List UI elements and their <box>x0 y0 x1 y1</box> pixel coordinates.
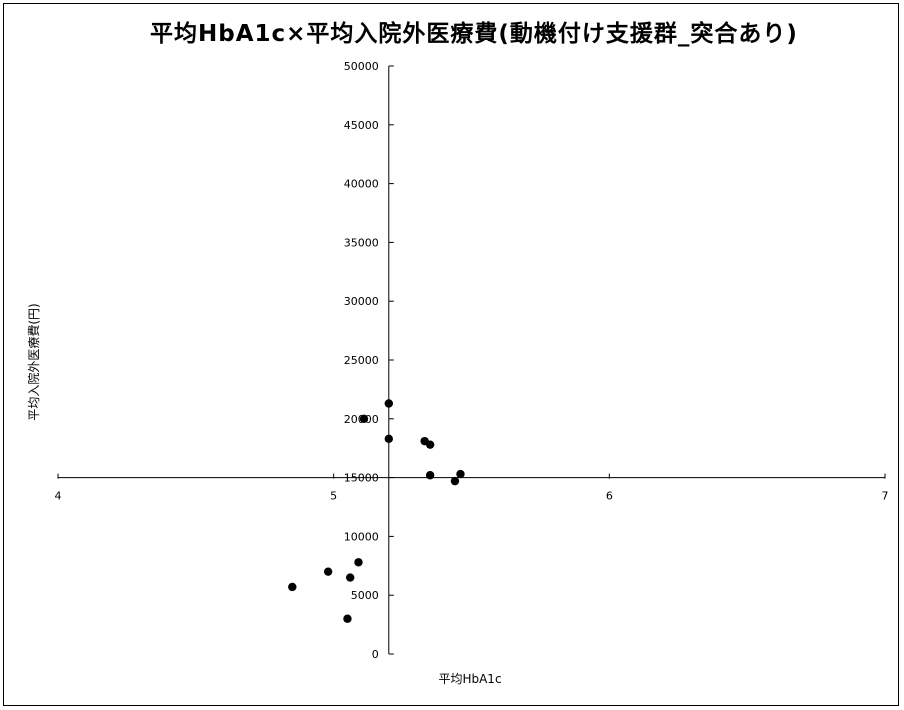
y-tick-label: 40000 <box>344 178 379 191</box>
x-tick-label: 6 <box>606 490 613 503</box>
y-tick-label: 25000 <box>344 354 379 367</box>
x-tick-label: 5 <box>330 490 337 503</box>
data-point <box>346 573 355 582</box>
data-point <box>354 558 363 567</box>
data-point <box>343 614 352 623</box>
chart-title: 平均HbA1c×平均入院外医療費(動機付け支援群_突合あり) <box>150 21 798 47</box>
data-point <box>359 414 369 423</box>
x-tick-label: 4 <box>55 490 62 503</box>
y-tick-label: 0 <box>372 648 379 661</box>
data-point <box>425 471 435 480</box>
y-axis-title: 平均入院外医療費(円) <box>26 303 41 420</box>
x-axis-title: 平均HbA1c <box>438 672 501 686</box>
y-tick-label: 35000 <box>344 236 379 249</box>
y-tick-label: 5000 <box>351 589 379 602</box>
y-tick-label: 30000 <box>344 295 379 308</box>
data-point <box>456 469 465 479</box>
data-point <box>288 582 297 592</box>
data-point <box>425 440 435 449</box>
data-point <box>384 399 393 408</box>
data-point <box>384 434 393 443</box>
y-tick-label: 45000 <box>344 119 379 132</box>
chart-frame <box>3 3 899 706</box>
x-tick-label: 7 <box>882 490 889 503</box>
data-point <box>323 567 333 576</box>
y-tick-label: 15000 <box>344 472 379 485</box>
y-tick-label: 10000 <box>344 530 379 543</box>
y-tick-label: 50000 <box>344 60 379 73</box>
data-point <box>450 476 460 486</box>
